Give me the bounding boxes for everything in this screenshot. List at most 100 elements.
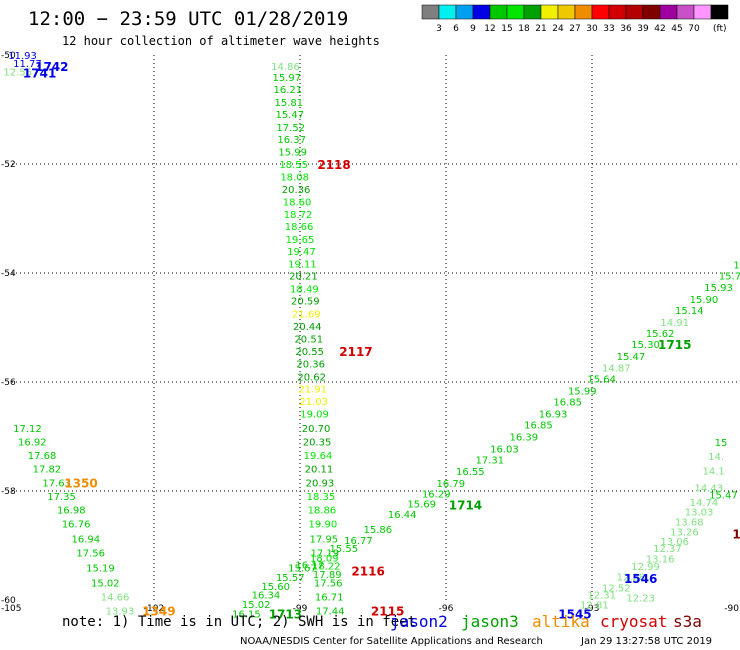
longitude-axis: -105 -102 -99 -96 -93 -90 [1, 604, 739, 614]
wave-height-value: 18.86 [308, 506, 337, 517]
legend-altika: altika [532, 612, 590, 631]
wave-height-value: 12.56 [3, 67, 32, 78]
latitude-axis: -50 -52 -54 -56 -58 -60 [1, 51, 16, 606]
wave-height-value: 17.89 [313, 570, 342, 581]
pass-number-label: 2117 [339, 345, 372, 359]
color-scale-label: 39 [637, 24, 649, 34]
pass-number-label: 1715 [658, 338, 691, 352]
color-swatch [693, 4, 712, 20]
wave-height-value: 16.73 [733, 260, 740, 271]
wave-height-value: 21.91 [298, 385, 327, 396]
wave-height-value: 18.55 [279, 160, 308, 171]
color-swatch [506, 4, 525, 20]
wave-height-value: 13.68 [675, 518, 704, 529]
wave-height-value: 15.47 [709, 490, 738, 501]
color-scale-label: 12 [484, 24, 495, 34]
wave-height-value: 20.51 [294, 334, 323, 345]
wave-height-value: 15.86 [364, 525, 393, 536]
color-swatch [540, 4, 559, 20]
map-frame [8, 55, 740, 601]
pass-number-label: 1545 [558, 608, 591, 622]
wave-height-value: 14.91 [660, 318, 689, 329]
wave-height-value: 17.95 [310, 534, 339, 545]
wave-height-value: 16.85 [524, 421, 553, 432]
wave-height-value: 12.31 [587, 591, 616, 602]
color-swatch [438, 4, 457, 20]
wave-height-value: 15.30 [631, 340, 660, 351]
wave-height-value: 16.79 [437, 479, 466, 490]
legend-s3a: s3a [673, 612, 702, 631]
wave-height-value: 15.67 [288, 563, 317, 574]
wave-height-value: 15.99 [568, 387, 597, 398]
wave-height-value: 15 [715, 438, 728, 449]
pass-number-label: 1 [732, 528, 740, 542]
wave-height-value: 18.08 [280, 173, 309, 184]
legend-jason2: jason2 [390, 612, 448, 631]
wave-height-value: 20.70 [302, 424, 331, 435]
wave-height-value: 20.36 [282, 185, 311, 196]
wave-height-value: 18.72 [284, 210, 313, 221]
wave-height-value: 15.90 [690, 295, 719, 306]
color-swatch [659, 4, 678, 20]
wave-height-value: 16.94 [72, 534, 101, 545]
wave-height-value: 17.12 [13, 424, 42, 435]
wave-height-value: 12.81 [580, 600, 609, 611]
color-swatch [472, 4, 491, 20]
wave-height-value: 15.02 [242, 600, 271, 611]
wave-height-value: 14.86 [271, 62, 300, 73]
wave-height-value: 13.93 [106, 606, 135, 617]
wave-height-value: 16.34 [252, 591, 281, 602]
wave-height-value: 19.09 [300, 410, 329, 421]
color-scale-label: 9 [470, 24, 476, 34]
wave-height-value: 15.47 [275, 110, 304, 121]
wave-height-value: 15.93 [704, 283, 733, 294]
latitude-tick-label: -60 [1, 596, 16, 606]
wave-height-value: 16.44 [388, 510, 417, 521]
longitude-tick-label: -93 [585, 604, 600, 614]
color-scale-label: 3 [436, 24, 442, 34]
wave-height-value: 17.68 [28, 451, 57, 462]
wave-height-value: 18.22 [312, 562, 341, 573]
legend-cryosat: cryosat [600, 612, 667, 631]
page-title: 12:00 − 23:59 UTC 01/28/2019 [28, 8, 348, 30]
wave-height-value: 21.69 [292, 309, 321, 320]
wave-height-value: 20.55 [295, 347, 324, 358]
credit-text: NOAA/NESDIS Center for Satellite Applica… [240, 636, 543, 647]
wave-height-value: 20.36 [296, 359, 325, 370]
pass-number-label: 1742 [35, 60, 68, 74]
color-scale-label: 36 [620, 24, 632, 34]
wave-height-value: 12.99 [631, 562, 660, 573]
color-swatch [574, 4, 593, 20]
color-scale-label: 70 [688, 24, 700, 34]
wave-height-value: 15.19 [86, 563, 115, 574]
color-swatch [608, 4, 627, 20]
wave-height-value: 15.81 [274, 98, 303, 109]
wave-height-value: 15.99 [278, 147, 307, 158]
pass-number-label: 2115 [371, 604, 404, 618]
wave-height-value: 18.09 [310, 553, 339, 564]
wave-height-value: 15.64 [587, 375, 616, 386]
wave-height-value: 14.66 [101, 593, 130, 604]
wave-height-value: 17.31 [475, 455, 504, 466]
wave-height-value: 19.11 [288, 260, 317, 271]
wave-height-value: 12.52 [602, 583, 631, 594]
color-swatch [421, 4, 440, 20]
wave-height-value: 17.56 [314, 579, 343, 590]
color-scale-unit: (ft) [713, 24, 727, 34]
wave-height-value: 17.63 [42, 478, 71, 489]
wave-height-value: 17.82 [33, 465, 62, 476]
wave-height-value: 14.43 [694, 484, 723, 495]
wave-height-value: 11.77 [13, 59, 42, 70]
wave-height-value: 17.44 [316, 606, 345, 617]
wave-height-value: 16.39 [510, 433, 539, 444]
latitude-tick-label: -50 [1, 51, 16, 61]
color-scale-label: 42 [654, 24, 665, 34]
footer-note: note: 1) Time is in UTC; 2) SWH is in fe… [62, 614, 416, 630]
pass-number-label: 1350 [64, 476, 97, 490]
wave-height-value: 16.76 [62, 520, 91, 531]
wave-height-value: 21.03 [299, 397, 328, 408]
wave-height-value: 19.64 [304, 451, 333, 462]
wave-height-value: 15.60 [261, 582, 290, 593]
wave-height-value: 18.60 [283, 198, 312, 209]
